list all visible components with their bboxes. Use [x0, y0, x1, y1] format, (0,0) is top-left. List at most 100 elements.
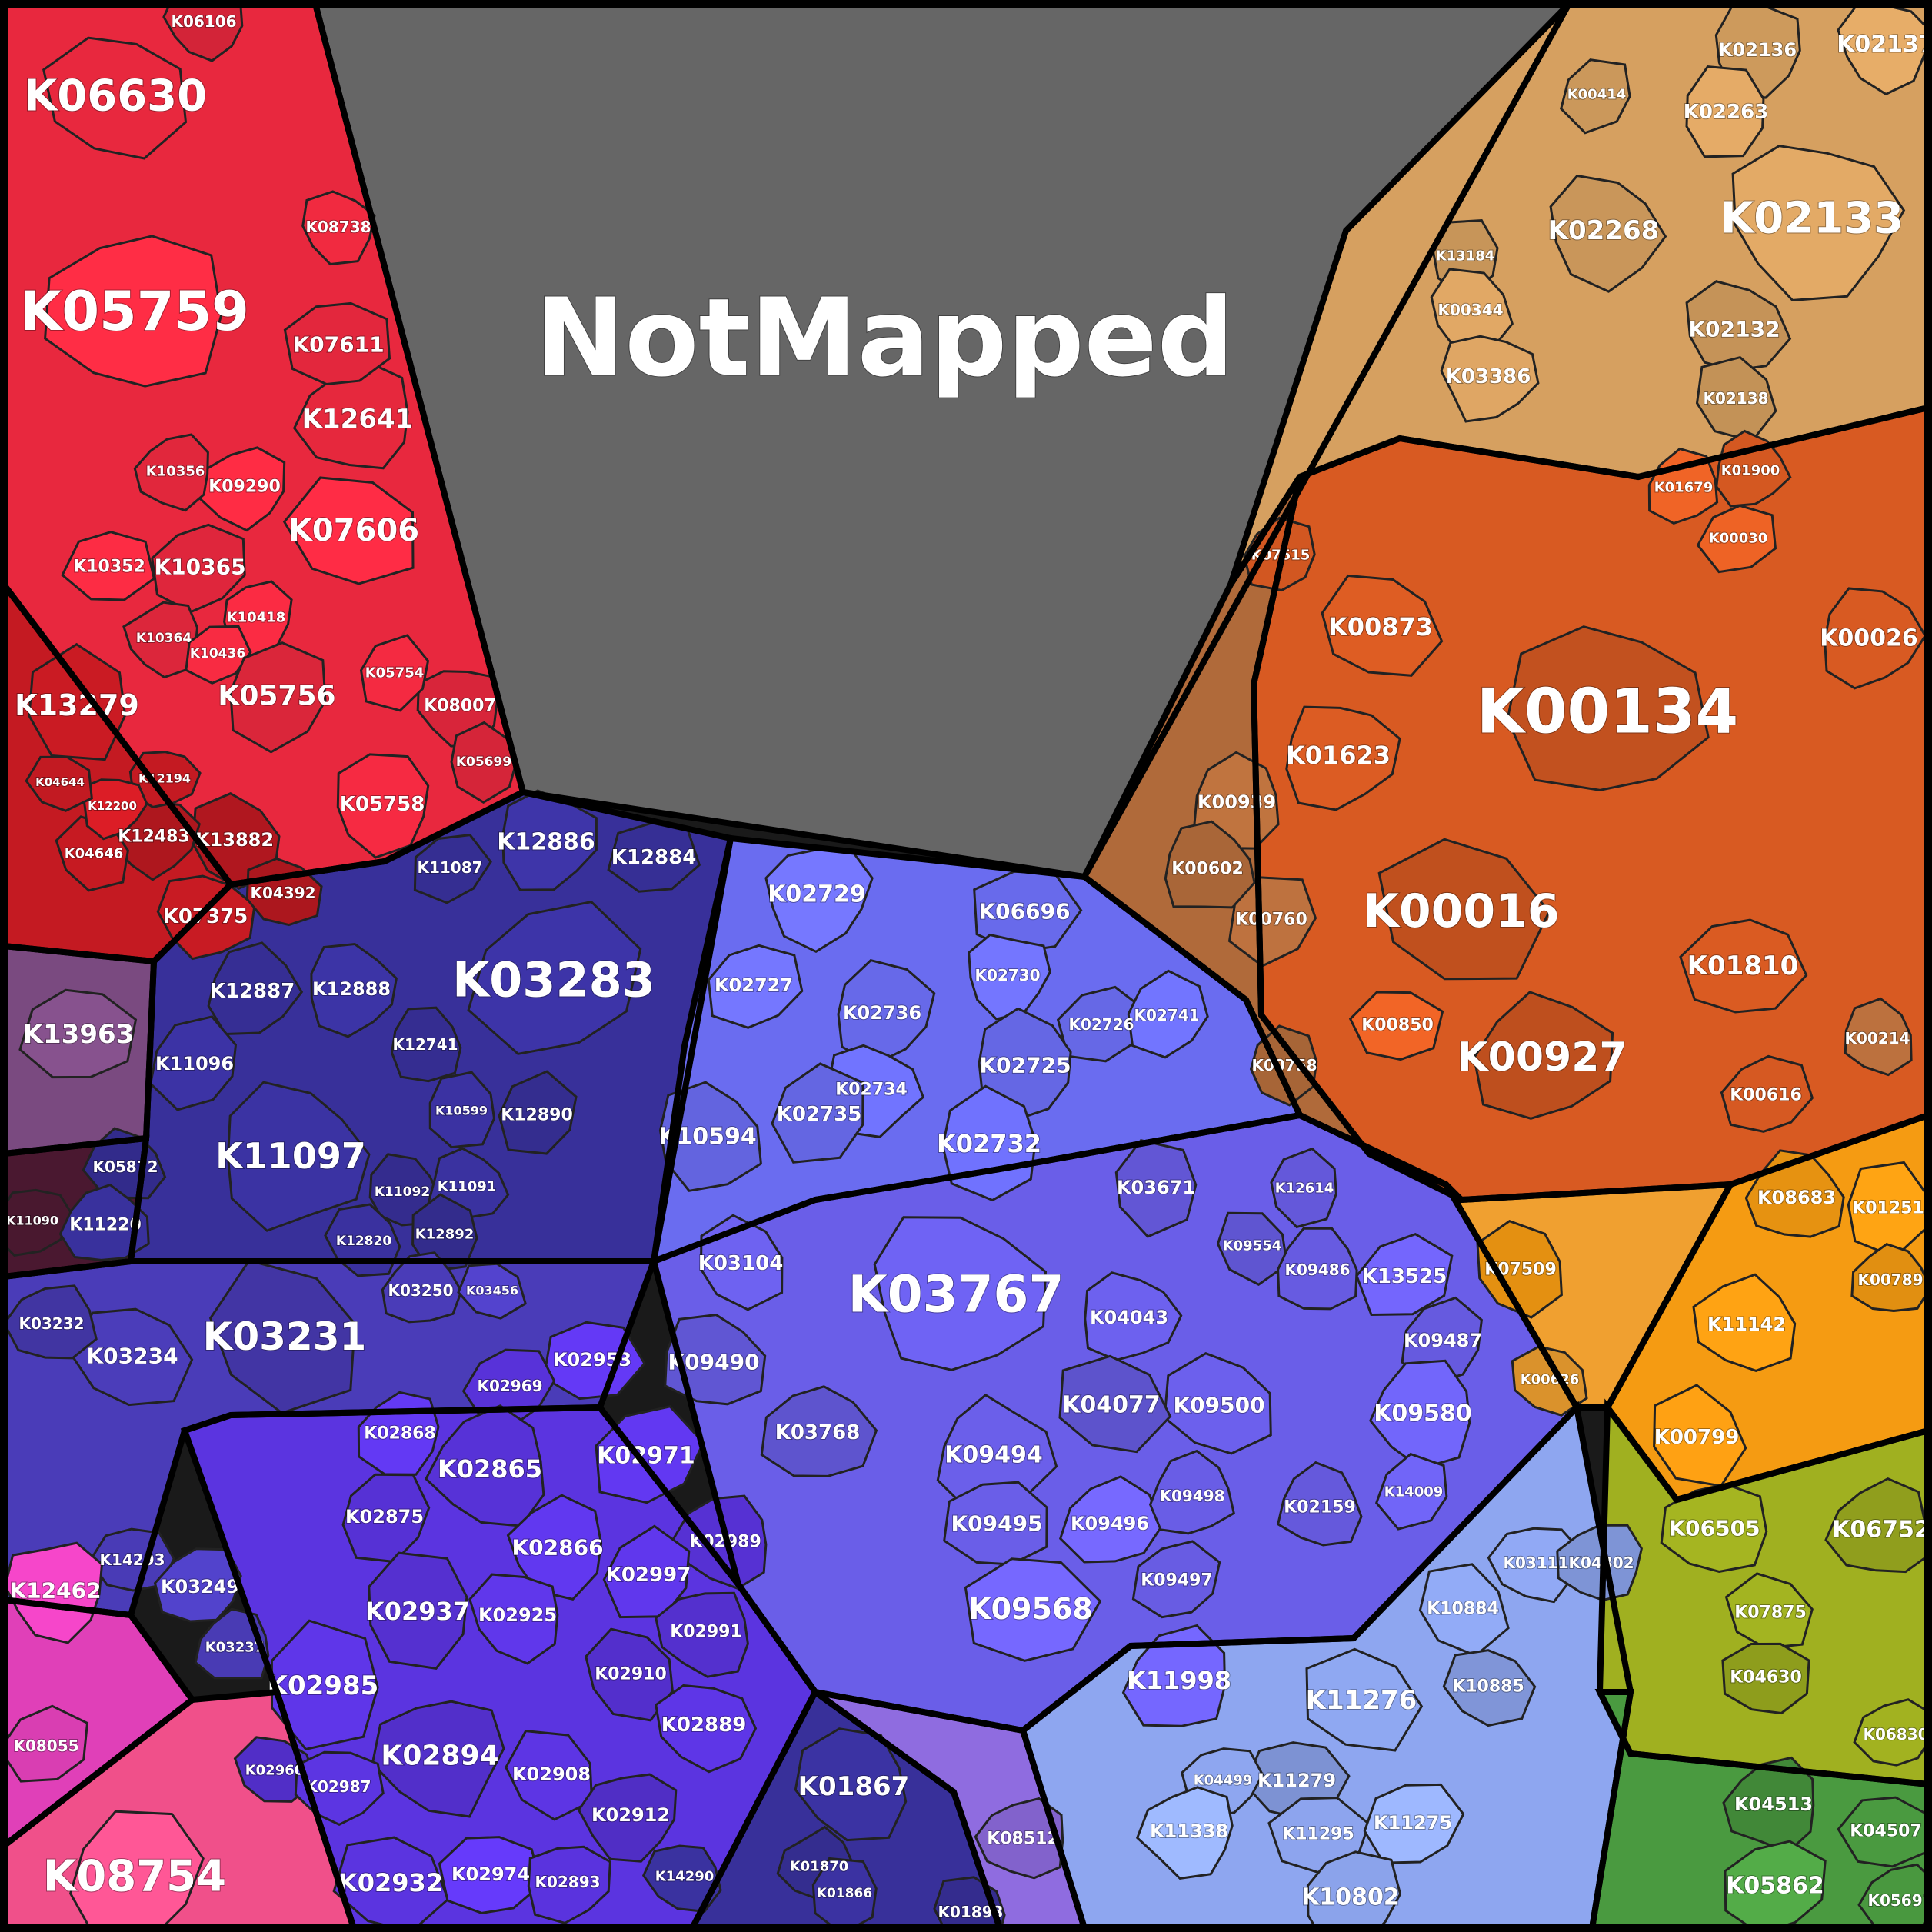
cell-label-k02726: K02726: [1068, 1015, 1134, 1034]
cell-k06106: [162, 0, 244, 62]
cell-label-k04043: K04043: [1090, 1307, 1168, 1328]
cell-label-k00939: K00939: [1198, 791, 1276, 813]
cell-label-k13882: K13882: [195, 829, 274, 851]
cell-label-k11295: K11295: [1282, 1825, 1354, 1844]
cell-k03234: [68, 1307, 194, 1407]
cell-k01867: [794, 1727, 908, 1842]
cell-label-k02741: K02741: [1134, 1006, 1199, 1024]
cell-k02866: [506, 1494, 603, 1601]
cell-k02932: [332, 1836, 450, 1932]
cell-k10599: [428, 1071, 496, 1149]
cell-label-k02136: K02136: [1718, 39, 1797, 61]
cell-k11998: [1121, 1624, 1227, 1727]
cell-k07375: [156, 874, 256, 961]
cell-label-k00134: K00134: [1477, 676, 1738, 748]
cell-k00214: [1844, 997, 1913, 1077]
cell-k09498: [1148, 1449, 1236, 1535]
cell-label-k14293: K14293: [99, 1551, 165, 1569]
cell-label-k09494: K09494: [944, 1442, 1043, 1469]
cell-label-k01867: K01867: [798, 1771, 910, 1802]
cell-k09496: [1058, 1475, 1164, 1564]
cell-label-k00626: K00626: [1521, 1372, 1580, 1388]
cell-label-k11087: K11087: [417, 858, 482, 877]
cell-k02725: [978, 1007, 1072, 1123]
cell-label-k13279: K13279: [15, 688, 139, 722]
cell-label-k07611: K07611: [292, 332, 384, 358]
cell-label-k03768: K03768: [775, 1421, 861, 1444]
cell-label-k11090: K11090: [6, 1214, 58, 1228]
cell-label-k05872: K05872: [92, 1158, 158, 1176]
cell-k02263: [1685, 65, 1765, 158]
cell-label-k02974: K02974: [451, 1864, 530, 1885]
cell-k03767: [873, 1216, 1048, 1371]
cell-k10436: [185, 625, 252, 685]
cell-label-k08738: K08738: [305, 218, 371, 236]
cell-k02893: [527, 1845, 611, 1925]
cell-label-k11275: K11275: [1374, 1812, 1452, 1834]
cell-label-k02137: K02137: [1837, 32, 1932, 58]
cell-k02730: [968, 933, 1051, 1021]
cell-label-k02866: K02866: [511, 1535, 603, 1561]
cell-k02727: [707, 944, 804, 1029]
cell-label-k12614: K12614: [1275, 1181, 1334, 1197]
cell-k13525: [1355, 1233, 1454, 1317]
cell-label-k09487: K09487: [1404, 1330, 1482, 1351]
cell-k06630: [42, 36, 188, 160]
cell-k00026: [1824, 587, 1927, 690]
cell-label-k08055: K08055: [13, 1737, 78, 1755]
cell-k03768: [760, 1385, 878, 1477]
cell-label-k04630: K04630: [1730, 1668, 1802, 1687]
cell-k02138: [1695, 355, 1777, 442]
cell-label-k00344: K00344: [1437, 301, 1503, 319]
region-brown: [1084, 477, 1446, 1184]
cell-label-k03671: K03671: [1117, 1177, 1195, 1198]
cell-label-k04499: K04499: [1194, 1773, 1253, 1789]
cell-k02735: [771, 1062, 864, 1164]
cell-label-k02263: K02263: [1684, 101, 1769, 124]
cell-label-k12888: K12888: [312, 978, 391, 1000]
cell-label-k06630: K06630: [24, 72, 207, 122]
cell-label-k12741: K12741: [392, 1035, 458, 1054]
cell-label-k12641: K12641: [302, 404, 414, 435]
cell-k06752: [1824, 1477, 1932, 1574]
cell-label-k14290: K14290: [655, 1869, 715, 1885]
cell-label-k09568: K09568: [968, 1592, 1093, 1626]
cell-label-k00026: K00026: [1820, 625, 1918, 652]
cell-label-k02868: K02868: [364, 1424, 436, 1444]
cell-label-k01866: K01866: [817, 1886, 872, 1901]
cell-k02889: [655, 1684, 758, 1774]
region-border: [1080, 475, 1447, 1188]
cell-label-k12483: K12483: [118, 828, 190, 847]
cell-label-k13184: K13184: [1436, 248, 1495, 265]
cell-label-k05862: K05862: [1726, 1873, 1824, 1900]
cell-k00016: [1377, 838, 1551, 981]
cell-label-k09498: K09498: [1159, 1487, 1224, 1505]
cell-k02937: [368, 1551, 468, 1671]
cell-label-k04644: K04644: [35, 775, 85, 789]
cell-label-k03111: K03111: [1503, 1554, 1568, 1572]
cell-label-k00016: K00016: [1363, 884, 1559, 938]
cell-k11096: [149, 1015, 238, 1111]
cell-label-k04077: K04077: [1062, 1392, 1161, 1419]
cell-label-k10436: K10436: [190, 646, 245, 661]
cell-label-k00616: K00616: [1730, 1086, 1802, 1105]
cell-k05756: [229, 641, 327, 754]
cell-k04630: [1721, 1642, 1810, 1715]
cell-label-k02893: K02893: [535, 1873, 600, 1891]
cell-label-k02735: K02735: [777, 1103, 862, 1126]
cell-label-k10599: K10599: [435, 1104, 488, 1118]
cell-label-k02875: K02875: [345, 1506, 424, 1527]
cell-label-k11097: K11097: [215, 1135, 366, 1177]
cell-k00414: [1560, 58, 1631, 135]
cell-label-k00602: K00602: [1171, 860, 1244, 879]
cell-k02969: [461, 1348, 556, 1426]
cell-label-notmapped: NotMapped: [535, 276, 1234, 401]
cell-k09500: [1163, 1352, 1272, 1455]
cell-k11097: [226, 1081, 371, 1232]
cell-label-k09495: K09495: [951, 1511, 1042, 1537]
cell-k02987: [294, 1750, 385, 1826]
cell-label-k04513: K04513: [1734, 1794, 1813, 1815]
cell-k14290: [641, 1844, 722, 1913]
